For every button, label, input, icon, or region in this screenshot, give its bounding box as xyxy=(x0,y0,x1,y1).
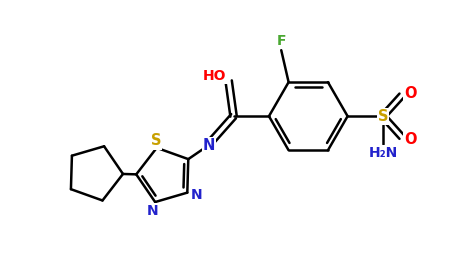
Text: N: N xyxy=(147,204,158,218)
Text: F: F xyxy=(276,34,286,48)
Text: S: S xyxy=(378,109,388,124)
Text: O: O xyxy=(404,86,417,100)
Text: N: N xyxy=(191,188,202,202)
Text: H₂N: H₂N xyxy=(368,146,398,160)
Text: S: S xyxy=(151,133,161,149)
Text: N: N xyxy=(203,138,215,153)
Text: O: O xyxy=(404,132,417,147)
Text: HO: HO xyxy=(203,69,227,83)
